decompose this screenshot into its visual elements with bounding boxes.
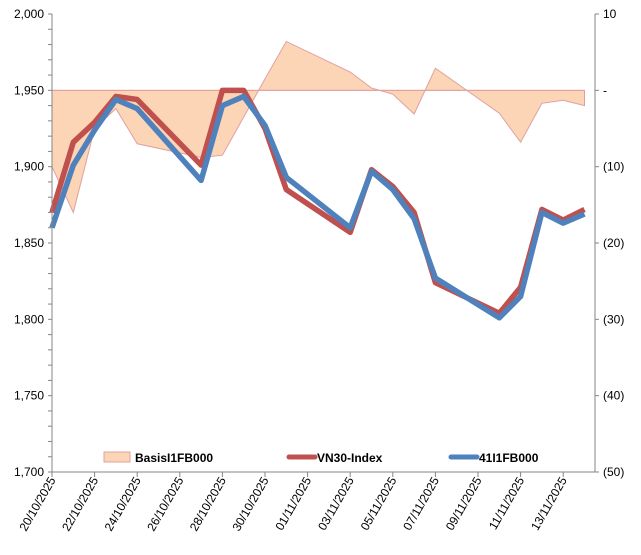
x-axis-label: 26/10/2025 <box>144 474 186 533</box>
x-axis-label: 05/11/2025 <box>358 474 400 533</box>
right-axis-label: (40) <box>603 389 624 403</box>
right-axis-label: (50) <box>603 465 624 479</box>
x-axis-label: 01/11/2025 <box>272 474 314 533</box>
legend: BasisI1FB000 VN30-Index 41I1FB000 <box>104 451 539 465</box>
x-axis-label: 09/11/2025 <box>443 474 485 533</box>
legend-label-basis: BasisI1FB000 <box>135 451 213 465</box>
x-axis-label: 03/11/2025 <box>315 474 357 533</box>
left-axis-label: 1,700 <box>14 465 44 479</box>
right-axis-label: - <box>603 83 607 97</box>
x-axis-label: 11/11/2025 <box>486 474 527 532</box>
right-axis-label: (30) <box>603 312 624 326</box>
left-axis-label: 2,000 <box>14 7 44 21</box>
right-axis-label: 10 <box>603 7 617 21</box>
basis-area-layer <box>52 41 585 212</box>
right-axis-label: (10) <box>603 160 624 174</box>
left-axis-label: 1,750 <box>14 389 44 403</box>
legend-swatch-basis <box>104 452 130 462</box>
left-axis-label: 1,900 <box>14 160 44 174</box>
x-axis-label: 07/11/2025 <box>400 474 442 533</box>
x-axis-label: 28/10/2025 <box>187 474 229 533</box>
left-axis-label: 1,950 <box>14 83 44 97</box>
x-axis-label: 22/10/2025 <box>59 474 101 533</box>
x-axis-label: 13/11/2025 <box>528 474 570 533</box>
legend-label-41i1fb000: 41I1FB000 <box>479 451 539 465</box>
left-axis-label: 1,800 <box>14 312 44 326</box>
x-axis-label: 30/10/2025 <box>229 474 271 533</box>
x-axis-label: 20/10/2025 <box>16 474 58 533</box>
legend-label-vn30: VN30-Index <box>317 451 383 465</box>
left-axis-label: 1,850 <box>14 236 44 250</box>
x-axis-label: 24/10/2025 <box>102 474 144 533</box>
right-axis-label: (20) <box>603 236 624 250</box>
basis-area <box>52 41 585 212</box>
